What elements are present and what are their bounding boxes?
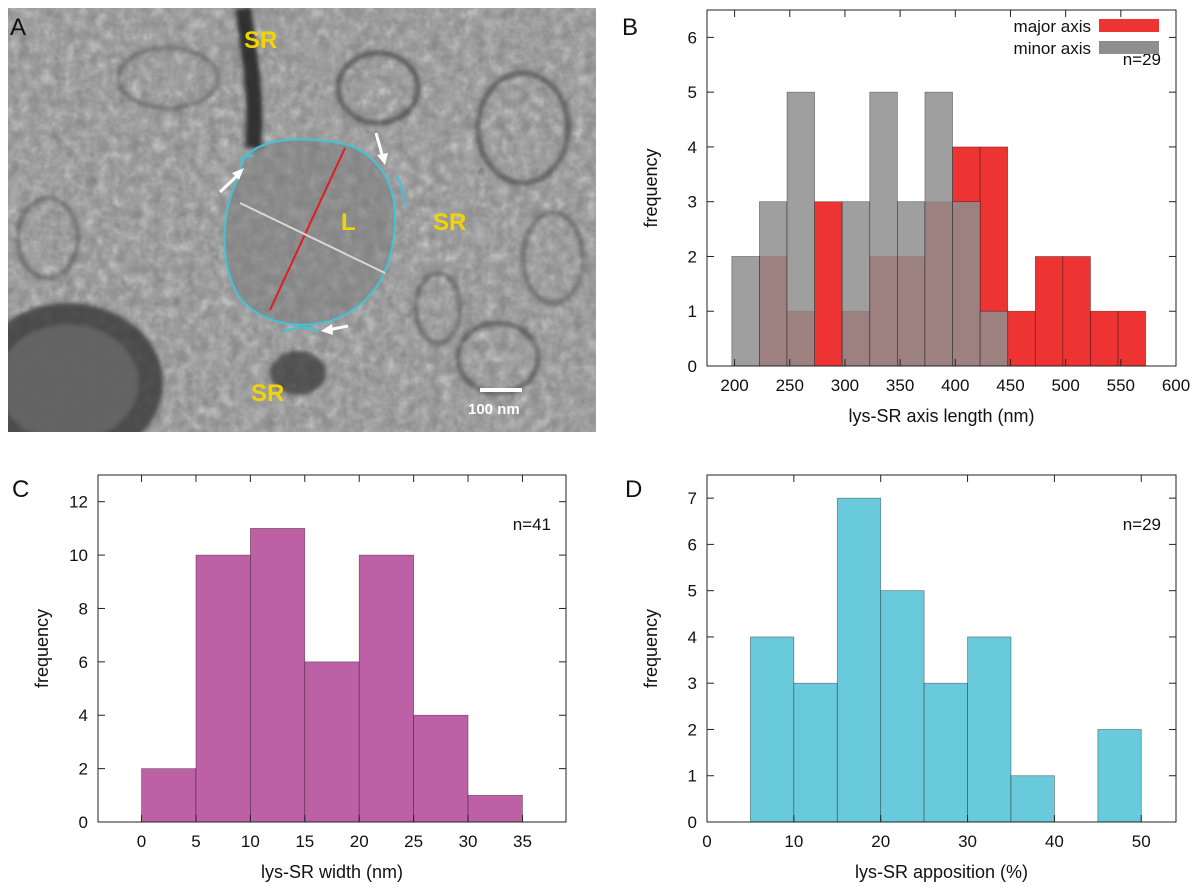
x-tick-label: 0	[702, 832, 711, 851]
histogram-bar	[837, 498, 880, 822]
y-tick-label: 2	[688, 720, 697, 739]
y-tick-label: 5	[688, 582, 697, 601]
x-tick-label: 50	[1132, 832, 1151, 851]
y-tick-label: 6	[688, 535, 697, 554]
y-tick-label: 0	[688, 813, 697, 832]
x-tick-label: 10	[784, 832, 803, 851]
histogram-bar	[1011, 776, 1054, 822]
histogram-bar	[794, 683, 837, 822]
histogram-bar	[881, 591, 924, 822]
y-tick-label: 7	[688, 489, 697, 508]
x-tick-label: 30	[958, 832, 977, 851]
histogram-bar	[924, 683, 967, 822]
x-tick-label: 40	[1045, 832, 1064, 851]
x-axis-label: lys-SR apposition (%)	[855, 862, 1028, 882]
y-tick-label: 4	[688, 628, 697, 647]
histogram-bar	[750, 637, 793, 822]
sample-size-annotation: n=29	[1123, 515, 1161, 534]
y-tick-label: 3	[688, 674, 697, 693]
x-tick-label: 20	[871, 832, 890, 851]
histogram-bar	[1098, 729, 1141, 822]
y-axis-label: frequency	[641, 609, 661, 688]
y-tick-label: 1	[688, 767, 697, 786]
histogram-bar	[968, 637, 1011, 822]
